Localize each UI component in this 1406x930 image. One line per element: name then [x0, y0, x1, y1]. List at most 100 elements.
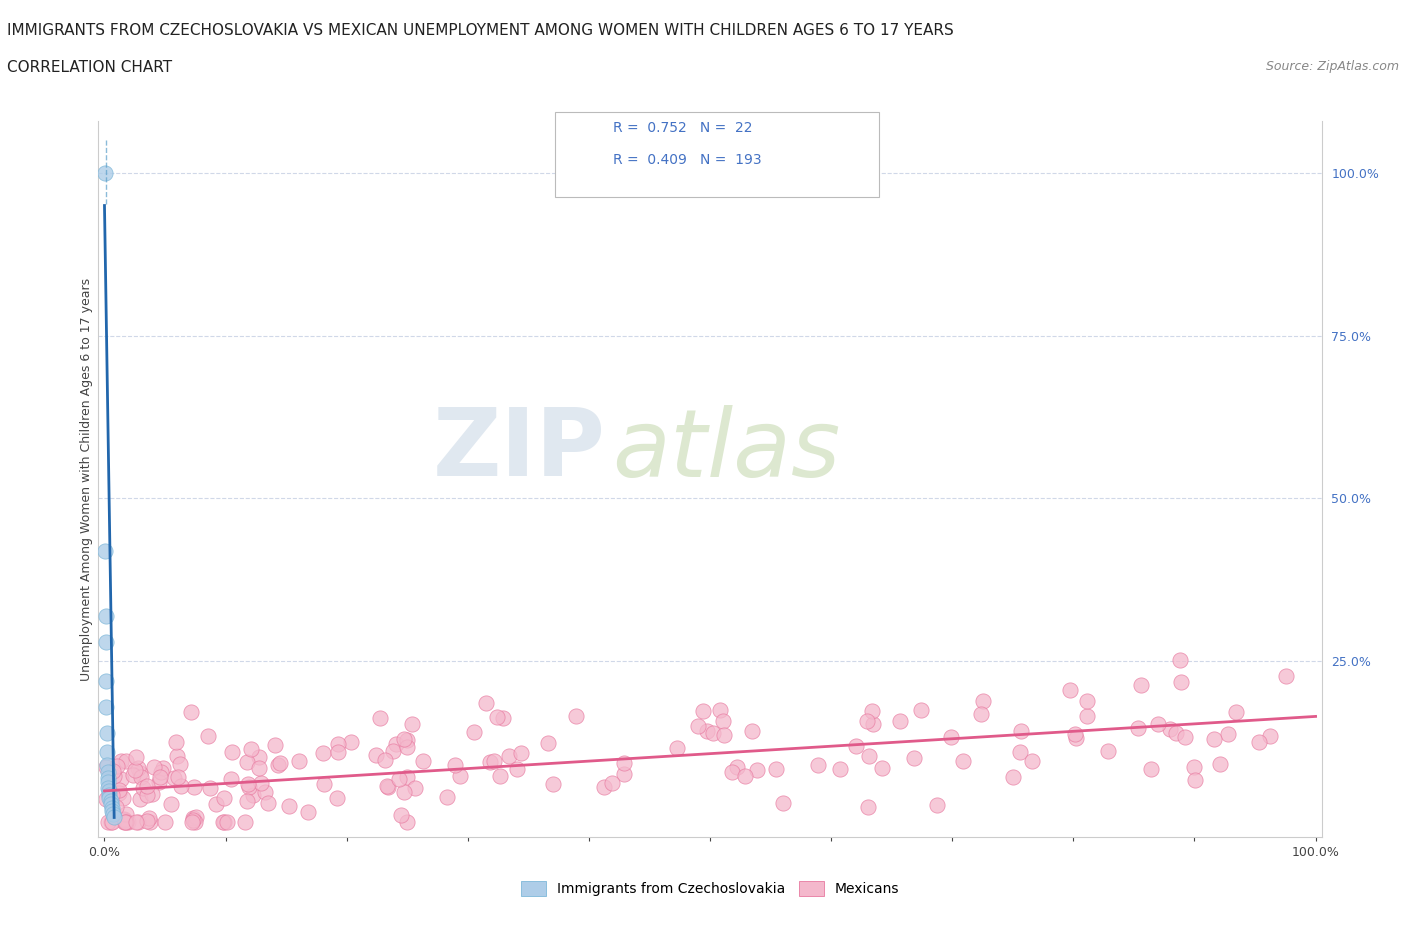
Point [112, 815, 135, 830]
Point [396, 732, 419, 747]
Point [326, 790, 349, 805]
Point [183, 779, 205, 794]
Point [1010, 724, 1032, 738]
Point [326, 737, 349, 751]
Point [240, 741, 263, 756]
Point [686, 718, 709, 733]
Point [392, 731, 415, 746]
Point [128, 765, 150, 780]
Point [269, 756, 291, 771]
Point [127, 761, 149, 776]
Point [741, 724, 763, 738]
Point [939, 730, 962, 745]
Point [374, 753, 396, 768]
Point [236, 793, 259, 808]
Point [412, 753, 434, 768]
Point [340, 734, 363, 749]
Point [709, 702, 731, 717]
Point [1218, 727, 1240, 742]
Text: IMMIGRANTS FROM CZECHOSLOVAKIA VS MEXICAN UNEMPLOYMENT AMONG WOMEN WITH CHILDREN: IMMIGRANTS FROM CZECHOSLOVAKIA VS MEXICA… [7, 23, 953, 38]
Point [180, 705, 202, 720]
Point [1174, 730, 1197, 745]
Point [205, 797, 228, 812]
Point [114, 815, 136, 830]
Point [149, 764, 172, 779]
Point [1064, 726, 1087, 741]
Point [131, 780, 153, 795]
Point [1002, 769, 1025, 784]
Text: ZIP: ZIP [433, 405, 606, 497]
Point [498, 749, 520, 764]
Point [112, 813, 135, 828]
Point [288, 753, 311, 768]
Point [1059, 683, 1081, 698]
Point [122, 768, 145, 783]
Point [381, 743, 404, 758]
Point [1130, 678, 1153, 693]
Point [721, 764, 744, 779]
Point [98, 787, 121, 802]
Point [377, 779, 399, 794]
Point [666, 740, 689, 755]
Point [592, 779, 614, 794]
Point [845, 738, 868, 753]
Point [247, 761, 270, 776]
Point [491, 711, 513, 725]
Point [910, 702, 932, 717]
Text: R =  0.409   N =  193: R = 0.409 N = 193 [613, 153, 762, 167]
Point [105, 759, 128, 774]
Point [443, 757, 465, 772]
Point [725, 760, 748, 775]
Point [111, 790, 134, 805]
Point [108, 785, 131, 800]
Point [96, 760, 118, 775]
Point [110, 771, 132, 786]
Point [1168, 652, 1191, 667]
Point [103, 768, 125, 783]
Point [463, 724, 485, 739]
Point [972, 694, 994, 709]
Point [253, 784, 276, 799]
Point [100, 815, 122, 830]
Point [745, 762, 768, 777]
Point [970, 707, 993, 722]
Point [166, 770, 188, 785]
Point [136, 814, 159, 829]
Point [129, 770, 152, 785]
Point [856, 713, 879, 728]
Point [103, 764, 125, 778]
Point [696, 724, 718, 738]
Point [165, 735, 187, 750]
Point [163, 770, 186, 785]
Point [326, 744, 349, 759]
Point [1076, 694, 1098, 709]
Point [96, 745, 118, 760]
Point [1140, 761, 1163, 776]
Point [401, 717, 423, 732]
Point [238, 779, 260, 794]
Point [217, 815, 239, 830]
Point [828, 762, 851, 777]
Point [297, 804, 319, 819]
Point [148, 775, 170, 790]
Point [1209, 756, 1232, 771]
Point [97, 781, 120, 796]
Text: CORRELATION CHART: CORRELATION CHART [7, 60, 172, 75]
Point [96, 699, 118, 714]
Point [166, 749, 188, 764]
Point [772, 796, 794, 811]
Y-axis label: Unemployment Among Women with Children Ages 6 to 17 years: Unemployment Among Women with Children A… [80, 277, 93, 681]
Point [858, 800, 880, 815]
Point [94, 543, 117, 558]
Point [1097, 744, 1119, 759]
Point [396, 740, 419, 755]
Point [807, 758, 830, 773]
Point [450, 768, 472, 783]
Point [860, 704, 883, 719]
Point [613, 766, 636, 781]
Point [124, 763, 146, 777]
Point [149, 770, 172, 785]
Point [396, 815, 419, 830]
Point [1159, 722, 1181, 737]
Point [474, 696, 496, 711]
